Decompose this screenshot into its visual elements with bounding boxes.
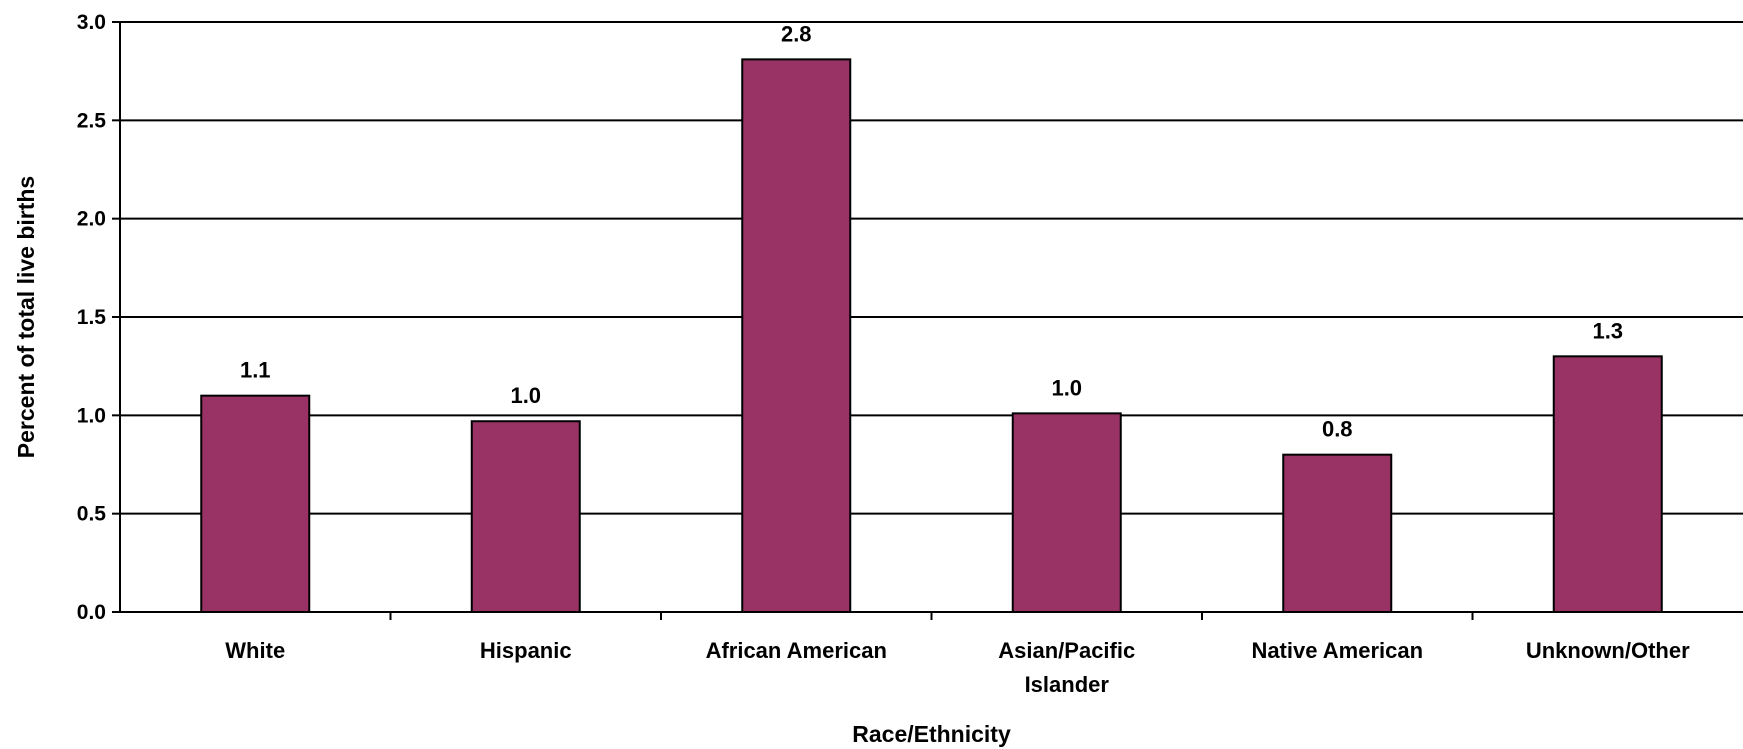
- y-tick-label: 2.0: [77, 208, 106, 231]
- y-tick-label: 3.0: [77, 11, 106, 34]
- axes: [112, 21, 1743, 620]
- data-label: 0.8: [1322, 417, 1353, 442]
- data-label: 1.3: [1592, 318, 1623, 343]
- y-tick-label: 0.5: [77, 503, 107, 526]
- gridlines: [120, 21, 1743, 515]
- data-label: 2.8: [781, 21, 812, 46]
- bar: [200, 394, 311, 613]
- bar: [741, 58, 852, 614]
- data-label: 1.0: [510, 383, 541, 408]
- y-tick-label: 2.5: [77, 109, 107, 132]
- x-tick-label: Hispanic: [480, 638, 572, 663]
- x-tick-label: White: [225, 638, 285, 663]
- x-tick-label: Islander: [1025, 672, 1110, 697]
- data-label: 1.1: [240, 358, 271, 383]
- bar: [470, 420, 581, 613]
- bar: [1011, 412, 1122, 613]
- labels: 0.0 0.5 1.0 1.5 2.0 2.5 3.0 1.1 White 1.0 Hispanic…: [77, 11, 1690, 697]
- x-tick-label: Asian/Pacific: [998, 638, 1135, 663]
- y-tick-label: 0.0: [77, 601, 106, 624]
- x-tick-label: Native American: [1251, 638, 1423, 663]
- bar: [1552, 355, 1663, 614]
- y-tick-label: 1.0: [77, 404, 106, 427]
- bars: [200, 58, 1663, 614]
- x-tick-label: Unknown/Other: [1526, 638, 1690, 663]
- bar: [1282, 453, 1393, 613]
- y-tick-label: 1.5: [77, 306, 107, 329]
- x-tick-label: African American: [706, 638, 887, 663]
- x-axis-title: Race/Ethnicity: [852, 721, 1011, 747]
- data-label: 1.0: [1051, 375, 1082, 400]
- y-axis-title: Percent of total live births: [13, 176, 39, 458]
